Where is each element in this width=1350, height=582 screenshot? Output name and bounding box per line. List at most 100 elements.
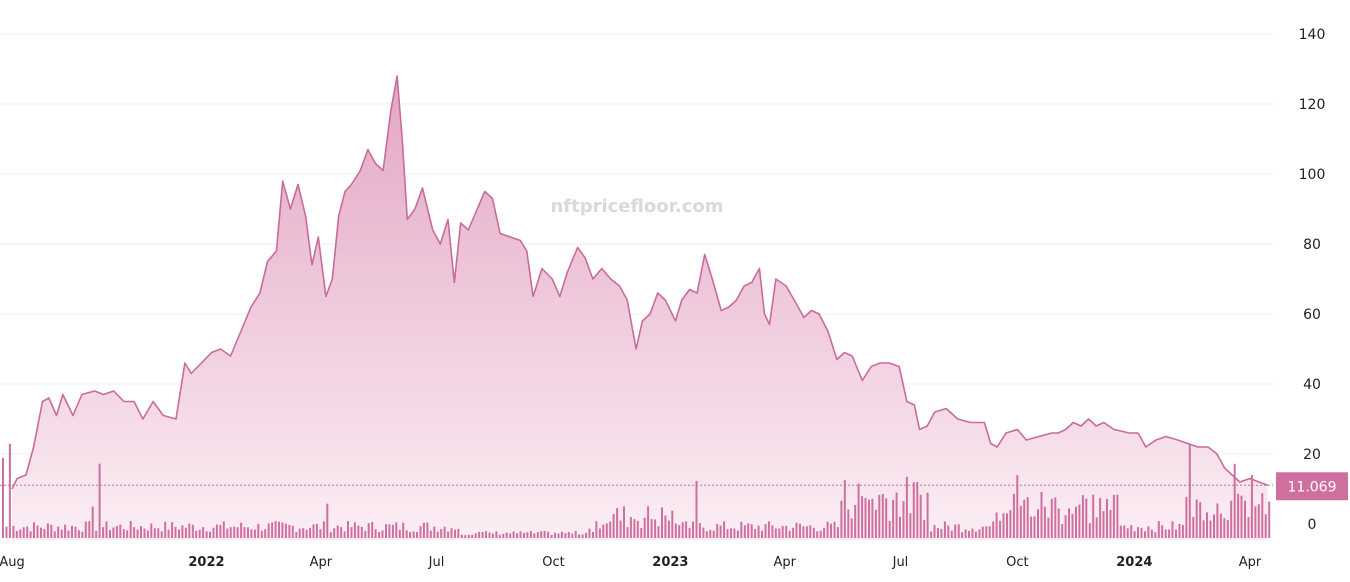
volume-bar (1092, 494, 1095, 538)
volume-bar (650, 519, 653, 538)
volume-bar (636, 520, 639, 538)
volume-bar (305, 529, 308, 538)
volume-bar (736, 530, 739, 538)
volume-bar (77, 530, 80, 538)
volume-bar (947, 525, 950, 538)
volume-bar (571, 533, 574, 538)
volume-bar (174, 526, 177, 538)
volume-bar (1168, 529, 1171, 538)
volume-bar (578, 534, 581, 538)
volume-bar (999, 520, 1002, 538)
volume-bar (850, 518, 853, 538)
volume-bar (992, 521, 995, 538)
volume-bar (209, 531, 211, 538)
volume-bar (805, 526, 808, 538)
last-value-badge (1276, 472, 1348, 501)
volume-bar (102, 527, 105, 538)
volume-bar (454, 529, 456, 538)
x-tick-label: Oct (542, 555, 564, 570)
volume-bar (1047, 517, 1050, 538)
volume-bar (491, 533, 494, 538)
volume-bar (367, 523, 370, 538)
volume-bar (15, 531, 18, 538)
volume-bar (712, 530, 715, 538)
volume-bar (109, 530, 111, 538)
volume-bar (385, 524, 387, 538)
volume-bar (709, 529, 712, 538)
volume-bar (229, 527, 232, 538)
volume-bar (95, 530, 98, 538)
volume-bar (995, 512, 998, 538)
volume-bar (557, 533, 560, 538)
volume-bar (526, 532, 529, 538)
volume-bar (892, 499, 895, 538)
volume-bar (1206, 512, 1208, 538)
volume-bar (274, 521, 277, 538)
volume-bar (119, 524, 122, 538)
volume-bar (629, 517, 632, 538)
volume-bar (1157, 521, 1160, 538)
volume-bar (1268, 501, 1271, 538)
volume-bar (350, 527, 353, 538)
volume-bar (767, 521, 770, 538)
volume-bar (112, 527, 115, 538)
volume-bar (978, 529, 981, 538)
volume-bar (1150, 529, 1153, 538)
volume-bar (1102, 511, 1105, 538)
volume-bar (457, 528, 460, 538)
volume-bar (133, 527, 136, 538)
volume-bar (160, 531, 163, 538)
x-tick-label: Jul (892, 555, 909, 570)
volume-bar (1112, 494, 1115, 538)
volume-bar (1075, 506, 1077, 538)
volume-bar (1130, 525, 1133, 538)
volume-bar (785, 525, 788, 538)
volume-bar (592, 532, 594, 538)
volume-bar (616, 508, 619, 538)
volume-bar (843, 480, 846, 538)
volume-bar (716, 524, 719, 538)
volume-bar (640, 527, 643, 538)
volume-bar (1175, 529, 1177, 538)
volume-bar (33, 522, 35, 538)
volume-bar (1054, 497, 1057, 538)
volume-bar (91, 506, 94, 538)
volume-bar (647, 506, 650, 538)
volume-bar (1023, 499, 1026, 538)
volume-bar (874, 509, 877, 538)
volume-bar (836, 527, 839, 538)
volume-bar (1002, 513, 1005, 538)
volume-bar (271, 522, 274, 538)
volume-bar (212, 527, 215, 538)
volume-bar (774, 528, 777, 538)
volume-bar (1209, 520, 1212, 538)
volume-bar (450, 528, 453, 538)
volume-bar (364, 530, 367, 538)
volume-bar (333, 528, 336, 538)
y-tick-label: 60 (1303, 307, 1321, 323)
volume-bar (747, 523, 750, 538)
volume-bar (1147, 526, 1150, 538)
volume-bar (612, 514, 615, 538)
x-tick-label: 2024 (1116, 555, 1152, 570)
volume-bar (550, 534, 553, 538)
volume-bar (943, 521, 946, 538)
volume-bar (792, 527, 795, 538)
volume-bar (667, 520, 670, 538)
volume-bar (60, 529, 63, 538)
volume-bar (661, 507, 663, 538)
volume-bar (733, 528, 736, 538)
volume-bar (771, 525, 774, 538)
volume-bar (1178, 524, 1181, 538)
volume-bar (795, 522, 798, 538)
volume-bar (150, 523, 153, 538)
volume-bar (129, 521, 132, 538)
volume-bar (495, 531, 498, 538)
volume-bar (723, 521, 726, 538)
volume-bar (912, 482, 915, 538)
volume-bar (1137, 527, 1139, 538)
volume-bar (436, 531, 439, 538)
volume-bar (267, 523, 270, 538)
volume-bar (67, 530, 70, 538)
volume-bar (881, 494, 884, 538)
